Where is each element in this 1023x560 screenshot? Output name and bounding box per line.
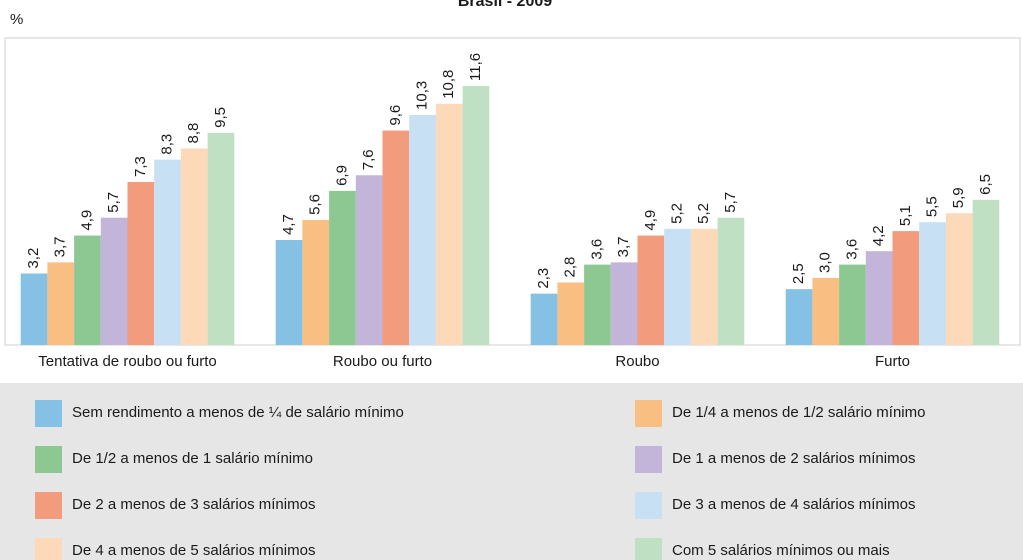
data-label: 4,7 [280,214,297,235]
data-label: 7,6 [360,149,377,170]
bar [154,159,181,345]
bar [919,222,946,345]
bar [839,264,866,345]
bar [785,289,813,345]
data-label: 5,2 [695,203,712,224]
data-label: 4,2 [870,225,887,246]
legend-swatch [635,492,662,519]
bar [812,278,840,345]
bar [329,190,356,345]
data-label: 5,2 [669,203,686,224]
bar [382,130,410,345]
data-label: 2,8 [562,257,579,278]
data-label: 2,5 [790,263,807,284]
data-label: 8,8 [185,123,202,144]
x-tick-label: Tentativa de roubo ou furto [38,353,216,370]
data-label: 5,7 [722,192,739,213]
bar [100,217,128,345]
bar [717,217,745,345]
data-label: 9,5 [212,107,229,128]
data-label: 10,3 [414,81,431,110]
legend-label: Sem rendimento a menos de ¼ de salário m… [72,404,404,421]
data-label: 10,8 [440,70,457,99]
legend-swatch [35,492,62,519]
bar [945,213,973,345]
data-label: 7,3 [132,156,149,177]
bar [409,114,436,345]
data-label: 4,9 [78,210,95,231]
legend-label: De 2 a menos de 3 salários mínimos [72,496,315,513]
bar [530,293,558,345]
data-label: 6,9 [333,165,350,186]
x-tick-label: Roubo [615,353,659,370]
legend-swatch [635,446,662,473]
x-tick-label: Furto [875,353,910,370]
plot-frame [4,37,1021,346]
data-label: 3,6 [588,239,605,260]
legend-label: De 3 a menos de 4 salários mínimos [672,496,915,513]
bar [127,181,155,345]
data-label: 3,7 [615,237,632,258]
bar [664,228,691,345]
bar [462,85,490,345]
data-label: 5,1 [897,205,914,226]
data-label: 3,0 [817,252,834,273]
x-tick-label: Roubo ou furto [333,353,432,370]
data-label: 2,3 [535,268,552,289]
bar [610,262,638,345]
legend-background [0,383,1023,560]
legend-swatch [35,538,62,560]
y-axis-label: % [10,11,23,28]
bar [690,228,718,345]
legend-swatch [635,400,662,427]
data-label: 11,6 [467,53,484,81]
data-label: 5,9 [950,187,967,208]
bar [584,264,611,345]
bar [972,199,1000,345]
bar [207,132,235,345]
chart-title: Brasil - 2009 [458,0,552,10]
legend-label: De 4 a menos de 5 salários mínimos [72,542,315,559]
bar [865,251,893,345]
legend-swatch [635,538,662,560]
data-label: 9,6 [387,105,404,126]
data-label: 4,9 [642,210,659,231]
bar [302,219,330,345]
data-label: 5,6 [307,194,324,215]
data-label: 3,6 [843,239,860,260]
bar [20,273,48,345]
bar [892,231,920,345]
data-label: 5,7 [105,192,122,213]
legend-label: De 1/4 a menos de 1/2 salário mínimo [672,404,925,421]
legend-label: Com 5 salários mínimos ou mais [672,542,890,559]
legend-swatch [35,446,62,473]
legend-label: De 1 a menos de 2 salários mínimos [672,450,915,467]
data-label: 3,7 [52,237,69,258]
bar [355,175,383,345]
data-label: 3,2 [25,248,42,269]
bar [47,262,75,345]
data-label: 8,3 [159,134,176,155]
legend-swatch [35,400,62,427]
bar [637,235,665,345]
bar [74,235,101,345]
bar [180,148,208,345]
data-label: 5,5 [924,196,941,217]
bar [275,240,303,345]
bar [557,282,585,345]
legend-label: De 1/2 a menos de 1 salário mínimo [72,450,313,467]
data-label: 6,5 [977,174,994,195]
bar [435,103,463,345]
